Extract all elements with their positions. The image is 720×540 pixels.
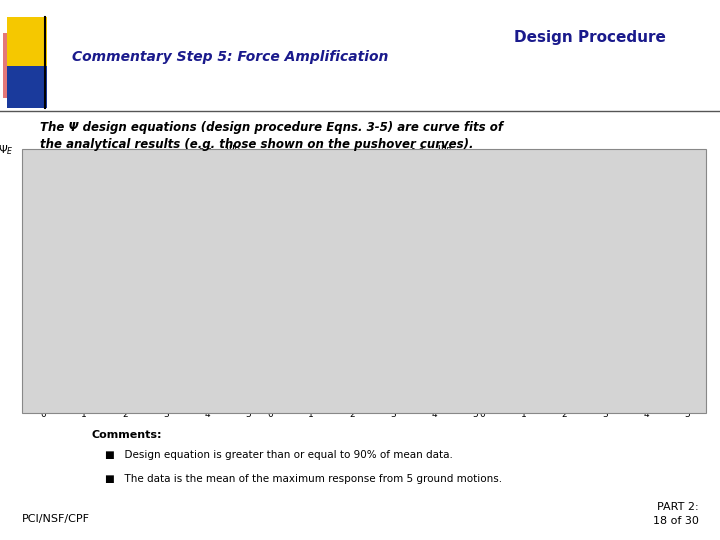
Point	[428, 282, 440, 291]
Point	[641, 264, 652, 272]
Text: Comments:: Comments:	[91, 430, 161, 440]
Point	[202, 199, 213, 208]
Point	[559, 380, 570, 388]
Point	[120, 222, 131, 231]
Point	[600, 315, 611, 324]
Text: $\Psi_{D}$: $\Psi_{D}$	[225, 143, 241, 157]
Point	[346, 191, 358, 199]
Text: PCI/NSF/CPF: PCI/NSF/CPF	[22, 515, 89, 524]
Point	[600, 248, 611, 256]
Point	[120, 275, 131, 284]
Legend: N=2, N=4, N=6: N=2, N=4, N=6	[593, 157, 639, 204]
Point	[518, 346, 529, 355]
Point	[305, 248, 317, 256]
Point	[600, 186, 611, 194]
Text: 2.5: 2.5	[198, 147, 212, 157]
Text: AR: AR	[477, 382, 491, 393]
Point	[641, 341, 652, 350]
Point	[202, 252, 213, 260]
Point	[78, 380, 90, 389]
Point	[161, 310, 172, 319]
Point	[518, 315, 529, 324]
Point	[518, 367, 529, 376]
Point	[202, 322, 213, 330]
Point	[161, 252, 172, 260]
Point	[387, 204, 399, 213]
Text: $\Psi_{R}$: $\Psi_{R}$	[437, 143, 453, 157]
Point	[78, 269, 90, 278]
Point	[346, 272, 358, 281]
Text: 18 of 30: 18 of 30	[652, 516, 698, 526]
Text: AR: AR	[690, 382, 703, 393]
Text: The Ψ design equations (design procedure Eqns. 3-5) are curve fits of: The Ψ design equations (design procedure…	[40, 122, 503, 134]
Point	[428, 346, 440, 355]
Point	[518, 380, 529, 388]
Text: Design Procedure: Design Procedure	[515, 30, 666, 45]
Text: ■   The data is the mean of the maximum response from 5 ground motions.: ■ The data is the mean of the maximum re…	[105, 474, 502, 484]
Text: ■   Design equation is greater than or equal to 90% of mean data.: ■ Design equation is greater than or equ…	[105, 450, 453, 461]
Point	[559, 248, 570, 256]
Text: AR: AR	[251, 382, 264, 393]
Point	[346, 232, 358, 240]
Point	[428, 193, 440, 202]
Text: the analytical results (e.g. those shown on the pushover curves).: the analytical results (e.g. those shown…	[40, 138, 473, 151]
Point	[305, 220, 317, 229]
Point	[387, 173, 399, 181]
Point	[428, 214, 440, 222]
Point	[387, 272, 399, 281]
Text: PART 2:: PART 2:	[657, 502, 698, 512]
Point	[305, 292, 317, 300]
Point	[518, 346, 529, 355]
Point	[559, 315, 570, 324]
Point	[78, 348, 90, 356]
Text: 1.8: 1.8	[410, 147, 425, 157]
Text: Commentary Step 5: Force Amplification: Commentary Step 5: Force Amplification	[72, 50, 388, 64]
Point	[641, 264, 652, 272]
Point	[346, 333, 358, 341]
Point	[78, 291, 90, 299]
Point	[120, 316, 131, 325]
Point	[559, 204, 570, 213]
Point	[518, 367, 529, 376]
Point	[161, 170, 172, 178]
Text: $\Psi_{E}$: $\Psi_{E}$	[0, 143, 14, 157]
Point	[202, 380, 213, 389]
